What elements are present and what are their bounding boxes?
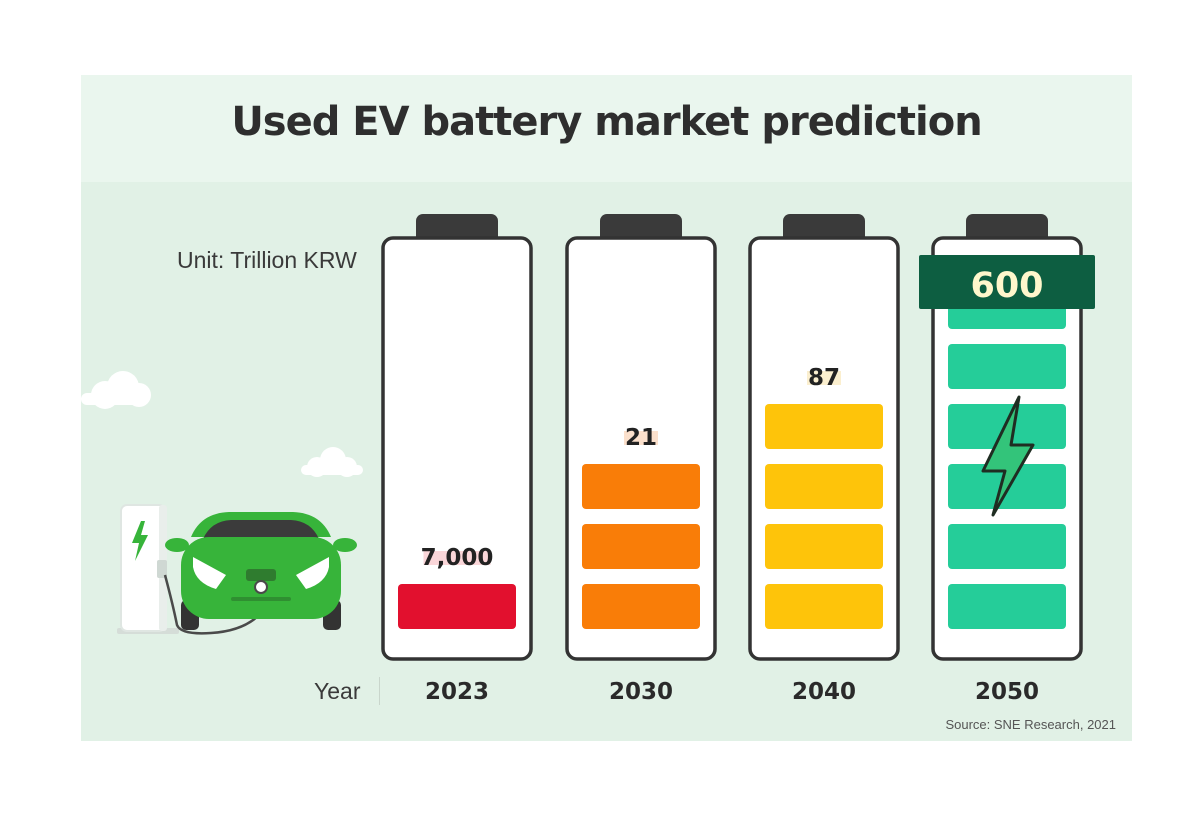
- source-note: Source: SNE Research, 2021: [945, 717, 1116, 732]
- x-tick-label-2050: 2050: [975, 679, 1039, 705]
- battery-body: [381, 236, 533, 661]
- charging-station-icon: [117, 504, 264, 635]
- bar-2030-segment: [582, 524, 700, 569]
- bar-2040-segment: [765, 404, 883, 449]
- infographic-card: Used EV battery market prediction: [81, 75, 1132, 741]
- unit-label: Unit: Trillion KRW: [177, 247, 357, 273]
- cloud-icon: [81, 371, 151, 409]
- x-tick-label-2023: 2023: [425, 679, 489, 705]
- value-highlight: [624, 431, 658, 445]
- value-banner: [919, 255, 1095, 309]
- bar-2040-segment: [765, 524, 883, 569]
- bar-2050-segment: [948, 524, 1066, 569]
- value-highlight: [423, 551, 491, 565]
- bar-2040-segment: [765, 584, 883, 629]
- value-label-2030: 21: [625, 425, 657, 451]
- bar-2040-segment: [765, 464, 883, 509]
- axis-divider: [379, 677, 380, 705]
- bar-2030-segment: [582, 584, 700, 629]
- x-tick-label-2040: 2040: [792, 679, 856, 705]
- title-band: [81, 75, 1132, 182]
- x-axis-label: Year: [314, 678, 361, 704]
- value-label-2040: 87: [808, 365, 840, 391]
- bar-2023-segment: [398, 584, 516, 629]
- bar-2050-segment: [948, 344, 1066, 389]
- value-label-2050: 600: [970, 266, 1043, 306]
- bars-group: 7,000 2023 21 2030 87 2040 600 2050: [381, 214, 1095, 705]
- value-label-2023: 7,000: [421, 545, 494, 571]
- value-highlight: [807, 371, 841, 385]
- electric-car-icon: [165, 512, 357, 630]
- chart-canvas: 7,000 2023 21 2030 87 2040 600 2050: [81, 214, 1095, 705]
- chart-title: Used EV battery market prediction: [231, 99, 982, 145]
- cloud-icon: [301, 447, 363, 477]
- bar-2030-segment: [582, 464, 700, 509]
- bar-2050-segment: [948, 584, 1066, 629]
- x-tick-label-2030: 2030: [609, 679, 673, 705]
- lightning-icon: [981, 395, 1035, 517]
